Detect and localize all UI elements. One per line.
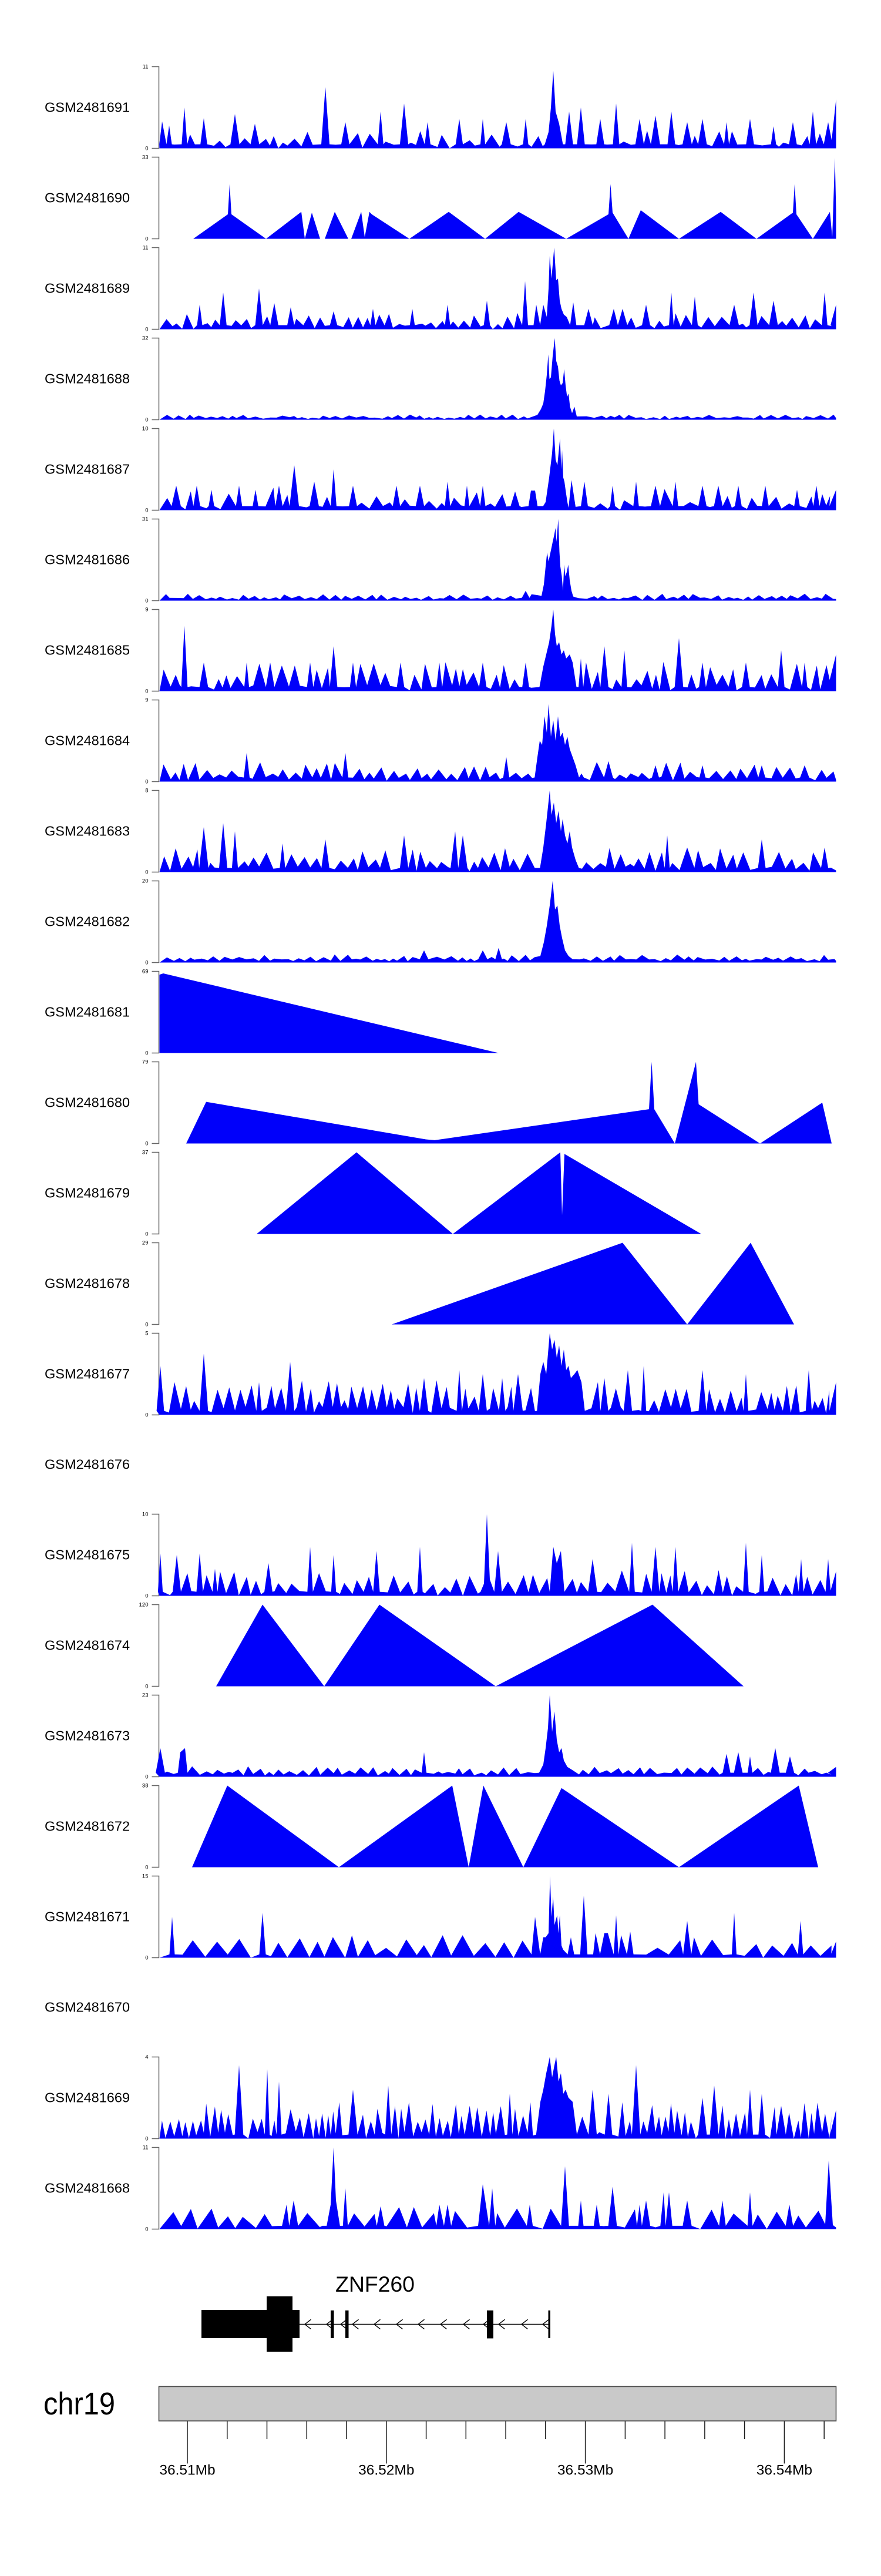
svg-text:GSM2481675: GSM2481675: [45, 1547, 130, 1563]
svg-text:23: 23: [142, 1692, 149, 1698]
svg-text:36.52Mb: 36.52Mb: [358, 2463, 414, 2478]
svg-text:11: 11: [143, 63, 149, 70]
svg-text:11: 11: [143, 2144, 149, 2151]
svg-text:11: 11: [143, 244, 149, 251]
svg-text:36.51Mb: 36.51Mb: [159, 2463, 215, 2478]
svg-text:GSM2481689: GSM2481689: [45, 281, 130, 296]
svg-text:0: 0: [145, 1050, 148, 1056]
svg-text:36.54Mb: 36.54Mb: [756, 2463, 812, 2478]
svg-text:0: 0: [145, 1593, 148, 1599]
svg-text:GSM2481683: GSM2481683: [45, 824, 130, 839]
svg-text:0: 0: [145, 1231, 148, 1237]
svg-text:GSM2481687: GSM2481687: [45, 462, 130, 477]
svg-text:8: 8: [145, 787, 148, 794]
svg-text:0: 0: [145, 1954, 148, 1961]
svg-text:0: 0: [145, 959, 148, 966]
svg-text:0: 0: [145, 597, 148, 604]
svg-text:GSM2481671: GSM2481671: [45, 1909, 130, 1925]
svg-text:0: 0: [145, 2135, 148, 2142]
svg-text:0: 0: [145, 145, 148, 152]
svg-text:31: 31: [142, 516, 149, 522]
svg-text:10: 10: [142, 1511, 149, 1517]
svg-text:GSM2481674: GSM2481674: [45, 1638, 130, 1653]
svg-text:4: 4: [145, 2054, 148, 2060]
svg-text:GSM2481684: GSM2481684: [45, 733, 130, 748]
svg-text:9: 9: [145, 697, 148, 703]
svg-text:0: 0: [145, 1140, 148, 1147]
svg-text:0: 0: [145, 688, 148, 694]
svg-text:0: 0: [145, 1412, 148, 1418]
svg-text:0: 0: [145, 869, 148, 875]
svg-text:GSM2481668: GSM2481668: [45, 2181, 130, 2196]
svg-text:GSM2481670: GSM2481670: [45, 2000, 130, 2015]
svg-text:GSM2481678: GSM2481678: [45, 1276, 130, 1291]
svg-text:36.53Mb: 36.53Mb: [557, 2463, 613, 2478]
svg-text:0: 0: [145, 326, 148, 333]
svg-text:GSM2481680: GSM2481680: [45, 1095, 130, 1110]
svg-text:0: 0: [145, 1864, 148, 1870]
svg-text:0: 0: [145, 1683, 148, 1690]
svg-text:0: 0: [145, 236, 148, 242]
svg-text:29: 29: [142, 1240, 149, 1246]
svg-text:10: 10: [142, 425, 149, 432]
svg-text:GSM2481682: GSM2481682: [45, 914, 130, 929]
svg-text:9: 9: [145, 606, 148, 613]
svg-text:0: 0: [145, 1774, 148, 1780]
svg-text:GSM2481672: GSM2481672: [45, 1819, 130, 1834]
svg-text:37: 37: [142, 1149, 149, 1156]
svg-text:ZNF260: ZNF260: [335, 2272, 415, 2296]
svg-text:0: 0: [145, 778, 148, 785]
svg-text:32: 32: [142, 335, 149, 341]
svg-text:GSM2481673: GSM2481673: [45, 1728, 130, 1744]
svg-text:GSM2481690: GSM2481690: [45, 190, 130, 206]
svg-text:GSM2481691: GSM2481691: [45, 100, 130, 115]
svg-text:GSM2481669: GSM2481669: [45, 2090, 130, 2105]
svg-text:GSM2481681: GSM2481681: [45, 1005, 130, 1020]
svg-text:GSM2481688: GSM2481688: [45, 371, 130, 387]
svg-text:69: 69: [142, 968, 149, 975]
svg-text:GSM2481686: GSM2481686: [45, 552, 130, 567]
svg-text:20: 20: [142, 878, 149, 884]
svg-text:79: 79: [142, 1059, 149, 1065]
svg-text:GSM2481679: GSM2481679: [45, 1185, 130, 1201]
svg-text:15: 15: [142, 1873, 149, 1879]
svg-text:0: 0: [145, 2226, 148, 2232]
svg-text:5: 5: [145, 1330, 148, 1336]
svg-text:0: 0: [145, 417, 148, 423]
svg-text:0: 0: [145, 1321, 148, 1328]
svg-text:GSM2481676: GSM2481676: [45, 1457, 130, 1472]
svg-text:0: 0: [145, 507, 148, 513]
svg-text:GSM2481677: GSM2481677: [45, 1366, 130, 1382]
svg-text:GSM2481685: GSM2481685: [45, 643, 130, 658]
svg-text:38: 38: [142, 1782, 149, 1789]
svg-text:120: 120: [139, 1601, 149, 1608]
svg-text:chr19: chr19: [43, 2386, 115, 2421]
svg-text:33: 33: [142, 154, 149, 160]
